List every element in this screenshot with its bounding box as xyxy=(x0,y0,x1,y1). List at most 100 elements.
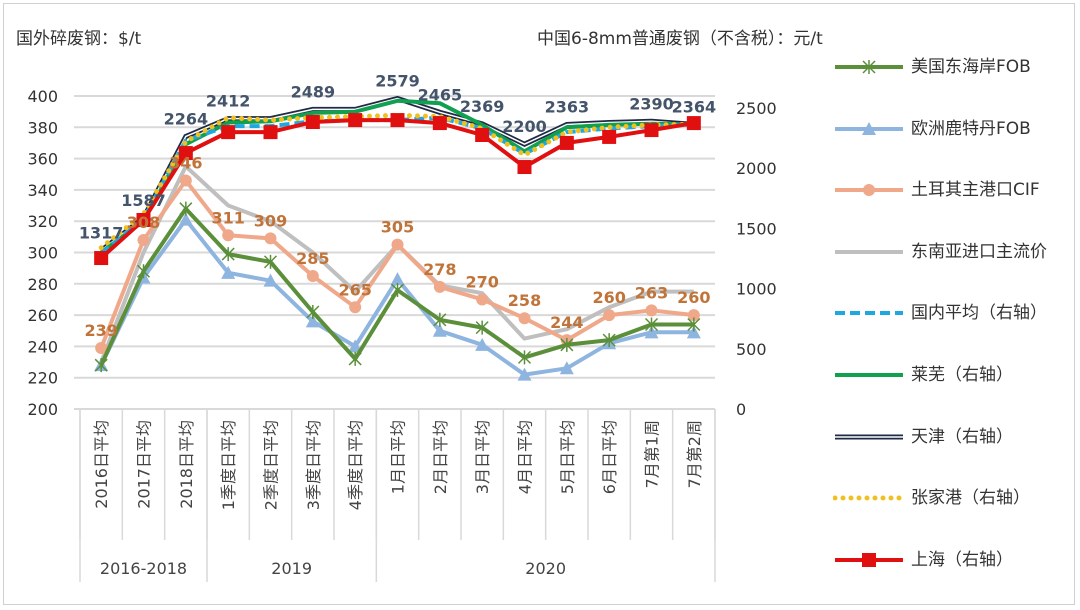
data-point xyxy=(221,265,236,279)
data-point xyxy=(687,309,700,322)
data-label: 285 xyxy=(296,249,329,268)
data-label: 305 xyxy=(381,218,414,237)
category-label: 4季度日平均 xyxy=(346,420,365,510)
data-label: 1317 xyxy=(79,223,124,242)
data-point xyxy=(94,358,108,373)
data-point xyxy=(644,325,659,339)
series-1 xyxy=(94,212,701,381)
legend-marker xyxy=(862,553,876,567)
group-label: 2019 xyxy=(271,559,312,578)
data-point xyxy=(686,325,701,339)
data-point xyxy=(432,323,447,337)
data-point xyxy=(305,314,320,328)
data-label: 2200 xyxy=(502,117,547,136)
category-label: 2季度日平均 xyxy=(262,420,281,510)
data-point xyxy=(432,116,447,131)
right-tick-label: 500 xyxy=(736,340,767,359)
data-label: 346 xyxy=(169,154,202,173)
category-label: 4月日平均 xyxy=(516,420,535,494)
chart-frame xyxy=(3,3,1075,605)
left-tick-label: 360 xyxy=(27,150,58,169)
data-label: 2364 xyxy=(672,97,717,116)
data-point xyxy=(391,238,404,251)
legend-label: 上海（右轴） xyxy=(911,550,1013,570)
left-tick-label: 240 xyxy=(27,337,58,356)
legend-label: 莱芜（右轴） xyxy=(911,365,1013,385)
data-point xyxy=(264,232,277,245)
left-tick-label: 280 xyxy=(27,275,58,294)
category-label: 5月日平均 xyxy=(558,420,577,494)
data-label: 2412 xyxy=(206,92,251,111)
data-point xyxy=(644,123,659,138)
data-point xyxy=(560,337,574,352)
data-point xyxy=(687,317,701,332)
data-label: 263 xyxy=(635,283,668,302)
legend-swatch xyxy=(835,60,903,74)
data-point xyxy=(263,273,278,287)
data-point xyxy=(221,125,236,140)
data-point xyxy=(178,146,193,161)
data-point xyxy=(476,293,489,306)
data-point xyxy=(433,280,446,293)
data-label: 308 xyxy=(127,213,160,232)
right-tick-label: 0 xyxy=(736,400,746,419)
data-label: 244 xyxy=(550,313,583,332)
data-point xyxy=(603,309,616,322)
right-axis-title: 中国6-8mm普通废钢（不含税）：元/t xyxy=(537,29,823,49)
category-label: 2017日平均 xyxy=(135,420,154,509)
category-label: 2月日平均 xyxy=(431,420,450,494)
data-label: 278 xyxy=(423,260,456,279)
data-point xyxy=(602,129,617,144)
data-label: 2369 xyxy=(460,97,505,116)
data-point xyxy=(517,350,532,365)
left-tick-label: 320 xyxy=(27,212,58,231)
data-point xyxy=(349,301,362,314)
legend-swatch xyxy=(835,311,903,315)
legend-label: 张家港（右轴） xyxy=(911,488,1030,508)
series-line xyxy=(98,112,697,251)
legend-label: 欧洲鹿特丹FOB xyxy=(911,119,1031,139)
data-label: 2264 xyxy=(164,109,209,128)
series-6 xyxy=(99,95,694,253)
legend-marker xyxy=(862,122,876,135)
series-8 xyxy=(94,113,701,266)
data-label: 260 xyxy=(677,288,710,307)
category-label: 2018日平均 xyxy=(177,420,196,509)
data-point xyxy=(221,247,235,262)
data-point xyxy=(179,201,193,216)
data-label: 265 xyxy=(338,280,371,299)
legend-label: 天津（右轴） xyxy=(911,427,1013,447)
data-point xyxy=(433,312,447,327)
data-point xyxy=(559,361,574,375)
left-tick-label: 220 xyxy=(27,369,58,388)
legend-swatch xyxy=(833,495,905,501)
category-label: 6月日平均 xyxy=(600,420,619,494)
series-0 xyxy=(94,201,701,373)
data-point xyxy=(136,212,151,227)
data-point xyxy=(644,317,659,332)
series-2 xyxy=(95,174,700,354)
legend-swatch xyxy=(835,250,903,254)
data-label: 2363 xyxy=(545,98,590,117)
right-tick-label: 2000 xyxy=(736,159,777,178)
data-point xyxy=(390,283,405,298)
data-label: 2579 xyxy=(375,72,420,91)
right-tick-label: 1500 xyxy=(736,219,777,238)
data-point xyxy=(602,333,616,348)
series-line xyxy=(99,178,695,349)
category-label: 7月第2周 xyxy=(685,420,704,488)
data-point xyxy=(95,341,108,354)
data-label: 260 xyxy=(592,288,625,307)
data-point xyxy=(390,272,405,286)
data-label: 2465 xyxy=(418,85,463,104)
data-label: 309 xyxy=(254,211,287,230)
data-point xyxy=(306,304,320,319)
left-axis-title: 国外碎废钢：$/t xyxy=(16,29,142,49)
data-point xyxy=(305,115,320,130)
group-label: 2020 xyxy=(525,559,566,578)
data-point xyxy=(348,113,363,128)
legend-swatch xyxy=(835,373,903,377)
legend-label: 土耳其主港口CIF xyxy=(911,180,1040,200)
data-label: 258 xyxy=(508,291,541,310)
data-point xyxy=(137,233,150,246)
